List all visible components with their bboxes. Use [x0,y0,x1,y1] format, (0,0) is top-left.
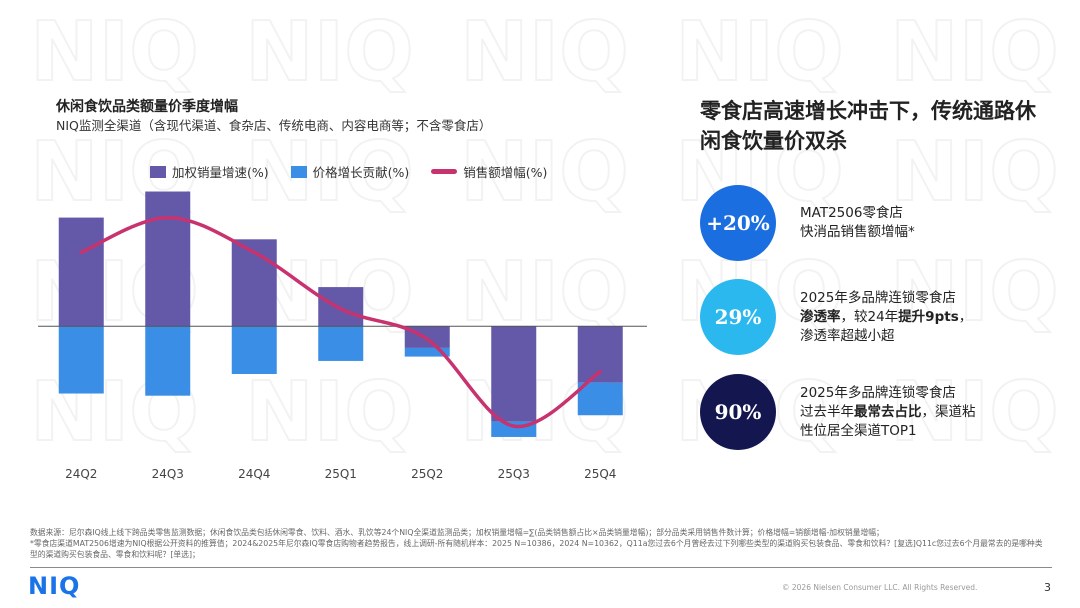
watermark-text: NIQ [675,5,844,100]
x-tick-label: 24Q3 [152,467,184,481]
kpi-line: 渗透率，较24年提升9pts， [800,308,1040,327]
bar-price [577,382,623,416]
kpi-text: ，较24年 [840,308,899,325]
bar-volume [145,191,191,327]
kpi-line: 性位居全渠道TOP1 [800,422,917,439]
x-tick-label: 25Q1 [325,467,357,481]
kpi-circle-penetration: 29% [700,279,776,355]
kpi-line: 快消品销售额增幅* [800,224,915,240]
x-tick-label: 25Q2 [411,467,443,481]
kpi-text-penetration: 2025年多品牌连锁零食店 渗透率，较24年提升9pts， 渗透率超越小超 [800,289,1040,346]
bar-price [318,326,364,361]
bar-volume [58,217,104,327]
legend-item-volume: 加权销量增速(%) [150,162,269,181]
x-tick-label: 24Q4 [238,467,270,481]
kpi-text: 过去半年 [800,403,854,420]
kpi-line: 渗透率超越小超 [800,327,895,344]
chart-title: 休闲食饮品类额量价季度增幅 [56,99,238,115]
kpi-sales-growth: +20% MAT2506零食店 快消品销售额增幅* [700,185,1040,261]
footer-divider [30,567,1052,568]
bar-volume [491,326,537,422]
kpi-line: MAT2506零食店 [800,205,903,221]
footnote-line: 数据来源：尼尔森IQ线上线下跨品类零售监测数据；休闲食饮品类包括休闲零食、饮料、… [30,528,884,537]
kpi-bold: 提升9pts [898,308,959,325]
watermark-text: NIQ [30,5,199,100]
kpi-penetration: 29% 2025年多品牌连锁零食店 渗透率，较24年提升9pts， 渗透率超越小… [700,279,1040,355]
copyright: © 2026 Nielsen Consumer LLC. All Rights … [782,583,978,592]
footnote: 数据来源：尼尔森IQ线上线下跨品类零售监测数据；休闲食饮品类包括休闲零食、饮料、… [30,527,1050,560]
bar-price [58,326,104,394]
kpi-bold: 最常去占比 [854,403,922,420]
legend-item-price: 价格增长贡献(%) [290,162,410,181]
bar-price [404,347,450,357]
bar-volume [318,287,364,327]
line-sales-growth [79,215,602,429]
legend-label-volume: 加权销量增速(%) [172,165,269,180]
kpi-text: ，渠道粘 [921,403,976,420]
kpi-frequency: 90% 2025年多品牌连锁零食店 过去半年最常去占比，渠道粘 性位居全渠道TO… [700,374,1040,450]
headline: 零食店高速增长冲击下，传统通路休闲食饮量价双杀 [700,99,1036,153]
kpi-bold: 渗透率 [800,308,841,325]
kpi-text-sales-growth: MAT2506零食店 快消品销售额增幅* [800,204,1040,242]
kpi-line: 过去半年最常去占比，渠道粘 [800,403,1040,422]
x-tick-label: 25Q4 [584,467,616,481]
bar-volume [577,326,623,383]
legend-label-sales: 销售额增幅(%) [463,165,548,180]
kpi-circle-sales-growth: +20% [700,185,776,261]
kpi-line: 2025年多品牌连锁零食店 [800,289,956,306]
x-tick-label: 24Q2 [65,467,97,481]
bar-price [145,326,191,396]
kpi-line: 2025年多品牌连锁零食店 [800,384,956,401]
legend-label-price: 价格增长贡献(%) [312,165,410,180]
niq-logo: NIQ [28,572,81,600]
chart-legend: 加权销量增速(%) 价格增长贡献(%) 销售额增幅(%) [150,162,547,181]
kpi-text: ， [958,308,973,325]
chart-subtitle: NIQ监测全渠道（含现代渠道、食杂店、传统电商、内容电商等；不含零食店） [56,118,492,133]
legend-swatch-price [290,165,307,178]
legend-swatch-volume [150,165,166,178]
watermark-text: NIQ [890,5,1059,100]
x-tick-label: 25Q3 [498,467,530,481]
bar-price [231,326,277,374]
kpi-circle-frequency: 90% [700,374,776,450]
watermark-text: NIQ [460,5,629,100]
page-number: 3 [1044,581,1051,594]
legend-item-sales: 销售额增幅(%) [431,162,547,181]
footnote-line: *零食店渠道MAT2506增速为NIQ根据公开资料的推算值；2024&2025年… [30,539,1043,559]
kpi-text-frequency: 2025年多品牌连锁零食店 过去半年最常去占比，渠道粘 性位居全渠道TOP1 [800,384,1040,441]
chart-plot: 24Q2 24Q3 24Q4 25Q1 25Q2 25Q3 25Q4 [38,191,647,481]
legend-swatch-sales [431,169,458,174]
watermark-text: NIQ [245,5,414,100]
